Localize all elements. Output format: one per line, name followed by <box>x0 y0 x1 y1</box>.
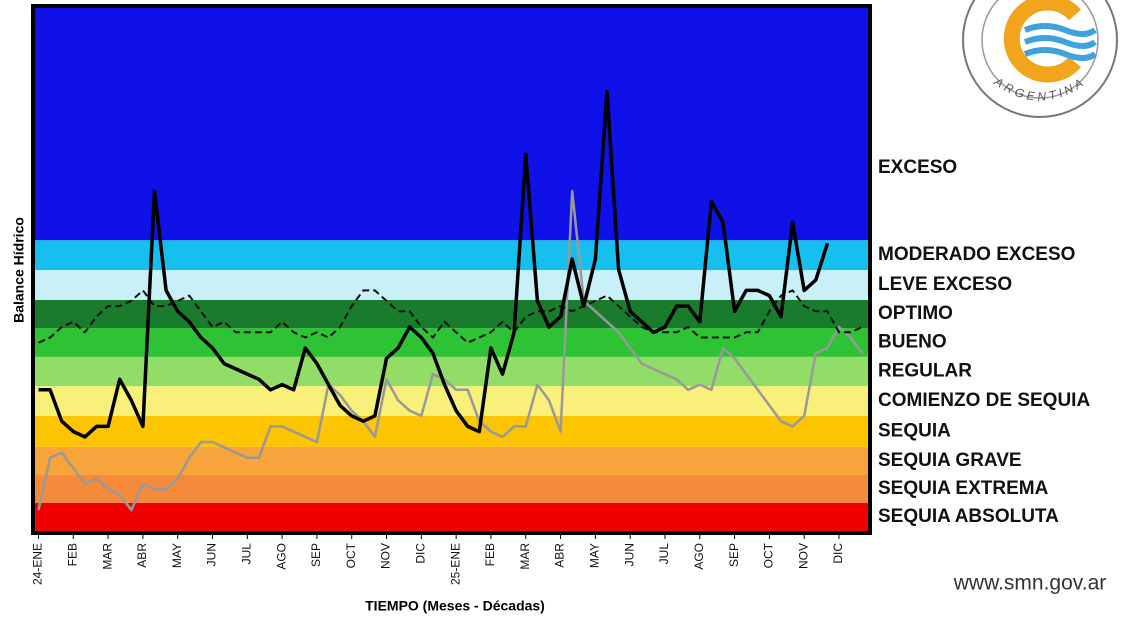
x-tick-label: JUN <box>205 543 219 566</box>
bands <box>35 8 868 531</box>
series-line <box>38 89 830 439</box>
band <box>35 356 868 387</box>
series-line <box>38 289 863 344</box>
x-tick-label: FEB <box>483 543 497 566</box>
x-tick-label: 25-ENE <box>448 543 462 585</box>
band-label: LEVE EXCESO <box>878 274 1012 295</box>
band <box>35 328 868 357</box>
band-label: REGULAR <box>878 361 972 382</box>
band <box>35 299 868 329</box>
x-tick-label: ABR <box>135 543 149 568</box>
band-label: MODERADO EXCESO <box>878 244 1075 265</box>
logo-inner-ring <box>981 0 1099 99</box>
x-tick-label: MAY <box>588 543 602 568</box>
x-tick-label: NOV <box>379 543 393 569</box>
band-labels: SEQUIA ABSOLUTA SEQUIA EXTREMA SEQUIA GRAV… <box>878 157 1090 527</box>
x-tick-label: FEB <box>65 543 79 566</box>
band-label: EXCESO <box>878 157 957 178</box>
x-tick-label: AGO <box>274 543 288 570</box>
x-ticks: 24-ENE FEB MAR ABR MAY JUN JUL AGO SEP OCT NOV DIC 2… <box>31 533 845 585</box>
x-tick-label: DIC <box>831 543 845 564</box>
x-tick-label: 24-ENE <box>31 543 45 585</box>
x-tick-label: OCT <box>344 542 358 568</box>
series-line <box>37 189 864 512</box>
band <box>35 502 868 531</box>
logo-ring <box>962 0 1118 118</box>
band <box>35 415 868 447</box>
y-axis-title: Balance Hídrico <box>11 217 27 323</box>
website: www.smn.gov.ar <box>953 572 1107 595</box>
x-tick-label: NOV <box>796 543 810 569</box>
x-tick-label: JUN <box>622 543 636 566</box>
logo-waves <box>1023 23 1097 61</box>
band <box>35 475 868 503</box>
x-tick-label: MAR <box>100 543 114 570</box>
band-label: COMIENZO DE SEQUIA <box>878 390 1090 411</box>
logo: ARGENTINA <box>958 0 1126 125</box>
band-label: BUENO <box>878 331 947 352</box>
x-tick-label: MAR <box>518 543 532 570</box>
band-label: SEQUIA EXTREMA <box>878 478 1049 499</box>
x-tick-label: OCT <box>762 542 776 568</box>
x-tick-label: SEP <box>309 543 323 567</box>
x-tick-label: JUL <box>657 543 671 565</box>
x-tick-label: JUL <box>239 543 253 565</box>
x-tick-label: ABR <box>553 543 567 568</box>
x-tick-label: AGO <box>692 543 706 570</box>
x-tick-label: MAY <box>170 543 184 568</box>
band <box>35 8 868 241</box>
x-axis-title: TIEMPO (Meses - Décadas) <box>365 598 545 614</box>
plot-border <box>31 4 872 535</box>
x-tick-label: DIC <box>414 543 428 564</box>
lines <box>37 89 864 512</box>
band <box>35 446 868 476</box>
band-label: SEQUIA ABSOLUTA <box>878 506 1059 527</box>
band-label: OPTIMO <box>878 303 953 324</box>
band-label: SEQUIA GRAVE <box>878 450 1022 471</box>
logo-sun <box>1003 0 1082 83</box>
band-label: SEQUIA <box>878 420 951 441</box>
x-tick-label: SEP <box>727 543 741 567</box>
